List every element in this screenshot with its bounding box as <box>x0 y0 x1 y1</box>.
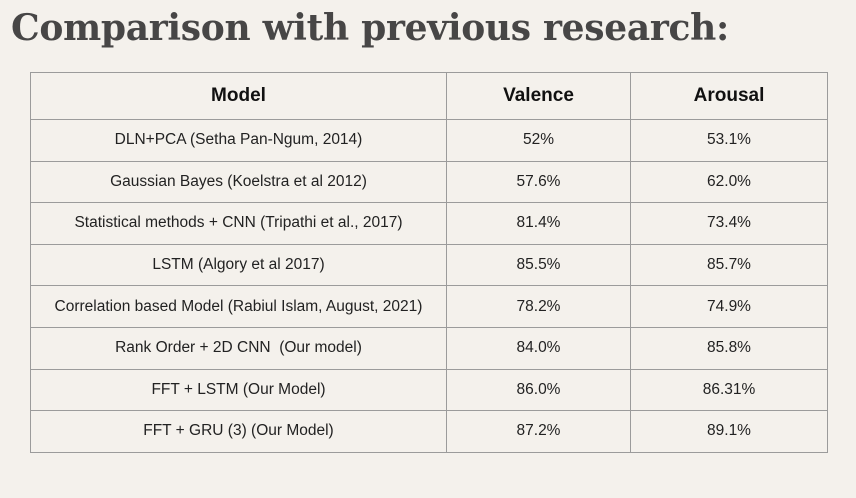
table-header-row: Model Valence Arousal <box>30 72 828 120</box>
model-cell: Rank Order + 2D CNN (Our model) <box>30 326 447 370</box>
valence-cell: 85.5% <box>446 243 631 287</box>
arousal-cell: 89.1% <box>630 410 828 453</box>
arousal-cell: 73.4% <box>630 202 828 245</box>
model-cell: Statistical methods + CNN (Tripathi et a… <box>30 202 447 245</box>
header-valence: Valence <box>446 72 631 120</box>
valence-cell: 81.4% <box>446 202 631 245</box>
table-row: FFT + GRU (3) (Our Model) 87.2% 89.1% <box>30 410 828 453</box>
arousal-cell: 85.8% <box>630 326 828 370</box>
table-row: Gaussian Bayes (Koelstra et al 2012) 57.… <box>30 160 828 204</box>
valence-cell: 57.6% <box>446 160 631 204</box>
table-row: Rank Order + 2D CNN (Our model) 84.0% 85… <box>30 326 828 370</box>
header-model: Model <box>30 72 447 120</box>
model-cell: DLN+PCA (Setha Pan-Ngum, 2014) <box>30 119 447 162</box>
table-row: LSTM (Algory et al 2017) 85.5% 85.7% <box>30 243 828 287</box>
arousal-cell: 62.0% <box>630 160 828 204</box>
model-cell: FFT + GRU (3) (Our Model) <box>30 410 447 453</box>
table-row: Correlation based Model (Rabiul Islam, A… <box>30 285 828 328</box>
page-title: Comparison with previous research: <box>11 7 730 49</box>
model-cell: LSTM (Algory et al 2017) <box>30 243 447 287</box>
table-row: DLN+PCA (Setha Pan-Ngum, 2014) 52% 53.1% <box>30 119 828 162</box>
table-row: Statistical methods + CNN (Tripathi et a… <box>30 202 828 245</box>
valence-cell: 86.0% <box>446 368 631 412</box>
arousal-cell: 85.7% <box>630 243 828 287</box>
model-cell: FFT + LSTM (Our Model) <box>30 368 447 412</box>
comparison-table: Model Valence Arousal DLN+PCA (Setha Pan… <box>30 72 828 453</box>
valence-cell: 52% <box>446 119 631 162</box>
model-cell: Correlation based Model (Rabiul Islam, A… <box>30 285 447 328</box>
model-cell: Gaussian Bayes (Koelstra et al 2012) <box>30 160 447 204</box>
header-arousal: Arousal <box>630 72 828 120</box>
arousal-cell: 74.9% <box>630 285 828 328</box>
arousal-cell: 53.1% <box>630 119 828 162</box>
valence-cell: 87.2% <box>446 410 631 453</box>
valence-cell: 84.0% <box>446 326 631 370</box>
arousal-cell: 86.31% <box>630 368 828 412</box>
table-row: FFT + LSTM (Our Model) 86.0% 86.31% <box>30 368 828 412</box>
valence-cell: 78.2% <box>446 285 631 328</box>
